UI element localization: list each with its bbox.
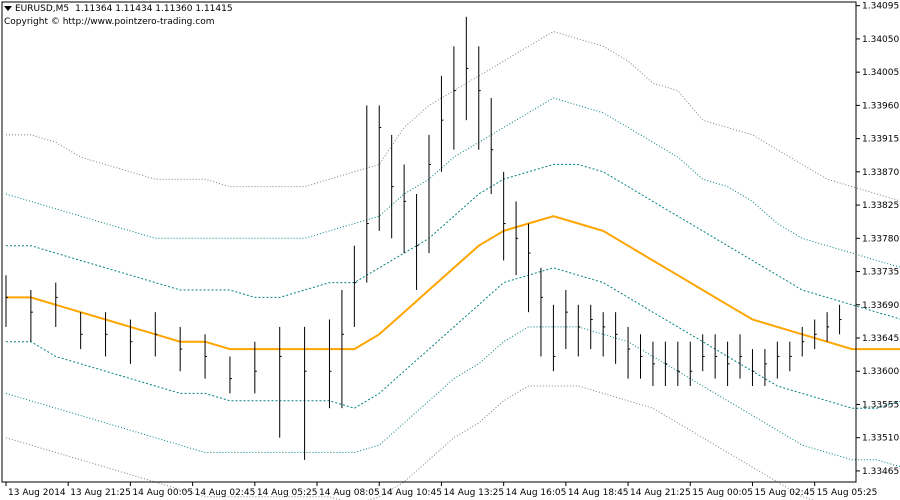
y-axis-ticks: 1.34095 1.34050 1.34005 1.33960 1.33915 1.338… <box>856 2 899 477</box>
y-tick-label: 1.33510 <box>862 434 899 444</box>
y-tick-label: 1.33960 <box>862 101 899 111</box>
ohlc-values: 1.11364 1.11434 1.11360 1.11415 <box>75 4 233 14</box>
band-line-middle <box>6 215 900 351</box>
y-tick-label: 1.33555 <box>862 400 899 410</box>
x-tick-label: 14 Aug 18:45 <box>568 488 629 498</box>
band-line-lower1 <box>6 267 900 409</box>
x-tick-label: 15 Aug 05:25 <box>817 488 878 498</box>
y-tick-label: 1.33600 <box>862 367 899 377</box>
y-tick-label: 1.33735 <box>862 268 899 278</box>
band-line-upper1 <box>6 164 900 320</box>
x-tick-label: 13 Aug 21:25 <box>70 488 131 498</box>
y-tick-label: 1.33645 <box>862 334 899 344</box>
x-tick-label: 14 Aug 00:05 <box>132 488 193 498</box>
x-tick-label: 14 Aug 05:25 <box>257 488 318 498</box>
symbol-header[interactable]: EURUSD,M5 1.11364 1.11434 1.11360 1.11415 <box>4 4 233 14</box>
symbol-label: EURUSD,M5 <box>15 4 70 14</box>
y-tick-label: 1.33780 <box>862 234 899 244</box>
y-tick-label: 1.33690 <box>862 301 899 311</box>
y-tick-label: 1.34005 <box>862 68 899 78</box>
dropdown-triangle-icon[interactable] <box>4 6 12 11</box>
band-line-outer_lower <box>5 385 815 500</box>
chart-axes <box>1 1 857 483</box>
copyright-text: Copyright © http://www.pointzero-trading… <box>4 17 215 27</box>
y-tick-label: 1.33825 <box>862 201 899 211</box>
band-line-lower2 <box>5 326 900 468</box>
x-tick-label: 14 Aug 21:25 <box>630 488 691 498</box>
band-lines <box>5 30 900 500</box>
x-tick-label: 14 Aug 08:05 <box>319 488 380 498</box>
price-bars <box>5 16 842 460</box>
x-tick-label: 14 Aug 02:45 <box>195 488 256 498</box>
band-line-upper2 <box>5 97 900 268</box>
y-tick-label: 1.34050 <box>862 35 899 45</box>
x-tick-label: 14 Aug 13:25 <box>443 488 504 498</box>
x-tick-label: 14 Aug 10:45 <box>381 488 442 498</box>
y-tick-label: 1.33915 <box>862 135 899 145</box>
y-tick-label: 1.33870 <box>862 168 899 178</box>
y-tick-label: 1.34095 <box>862 2 899 12</box>
x-tick-label: 13 Aug 2014 <box>8 488 66 498</box>
x-tick-label: 15 Aug 02:45 <box>754 488 815 498</box>
x-tick-label: 15 Aug 00:05 <box>692 488 753 498</box>
plot-frame <box>1 1 857 483</box>
y-tick-label: 1.33465 <box>862 467 899 477</box>
x-axis-ticks: 13 Aug 2014 13 Aug 21:25 14 Aug 00:05 14 Au… <box>5 482 878 498</box>
x-tick-label: 14 Aug 16:05 <box>506 488 567 498</box>
band-line-outer_upper <box>6 30 900 202</box>
